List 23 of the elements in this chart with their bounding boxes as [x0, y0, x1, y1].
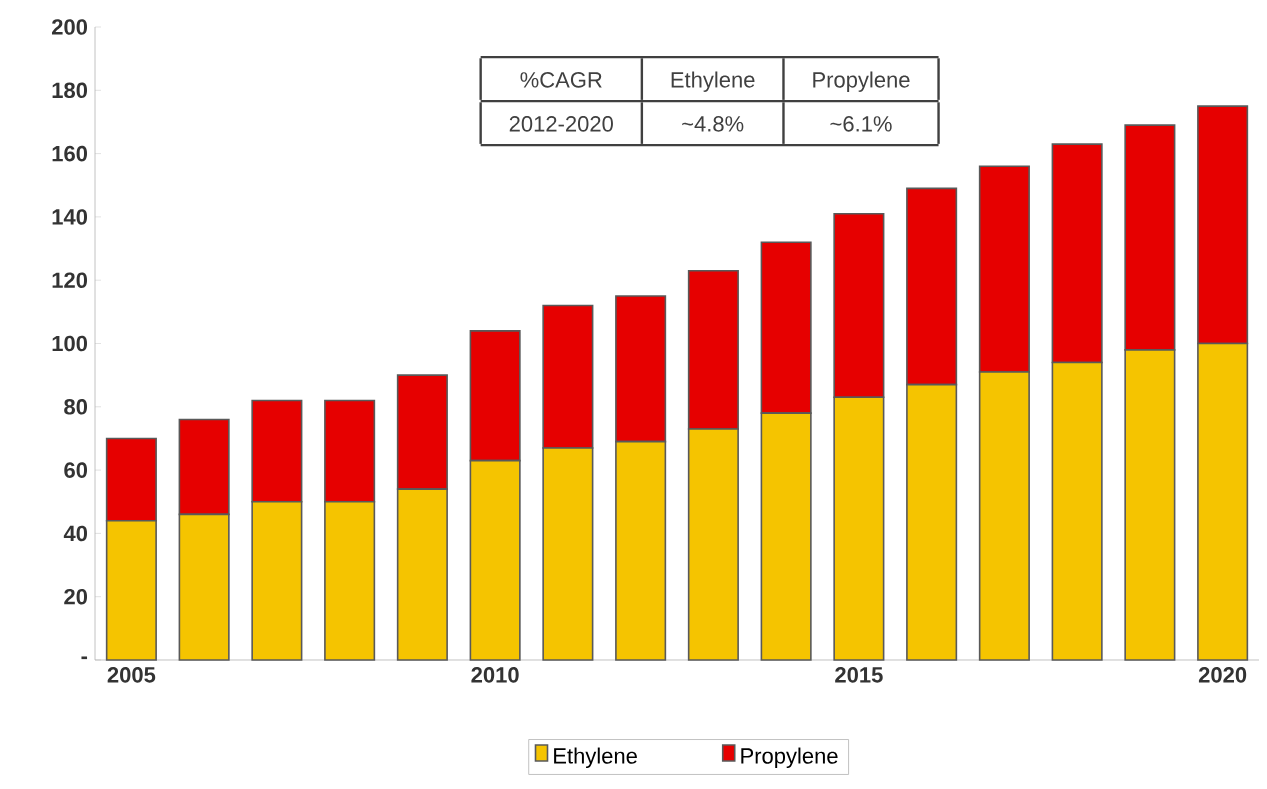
x-tick-label: 2015	[835, 667, 883, 683]
x-tick-label: 2010	[471, 667, 519, 683]
y-tick-label: -	[81, 656, 88, 660]
y-tick-label: 100	[52, 335, 88, 352]
y-tick-label: 180	[52, 82, 88, 99]
annotation: %CAGR	[520, 72, 602, 88]
annotation: ~6.1%	[830, 116, 892, 132]
legend-label: Ethylene	[554, 747, 637, 769]
y-tick-label: 160	[52, 145, 88, 162]
y-tick-label: 40	[63, 525, 88, 542]
y-tick-label: 140	[52, 209, 88, 225]
y-tick-label: 120	[52, 272, 88, 288]
y-tick-label: 80	[64, 399, 88, 415]
legend-label: Propylene	[741, 747, 838, 769]
y-tick-label: 200	[51, 19, 88, 35]
annotation: Ethylene	[671, 71, 755, 92]
annotation: ~4.8%	[682, 116, 744, 132]
annotation: Propylene	[813, 71, 910, 92]
y-tick-label: 60	[64, 462, 88, 478]
x-tick-label: 2020	[1198, 667, 1247, 683]
annotation: 2012-2020	[509, 116, 613, 132]
y-tick-label: 20	[64, 588, 88, 605]
x-tick-label: 2005	[107, 667, 156, 683]
